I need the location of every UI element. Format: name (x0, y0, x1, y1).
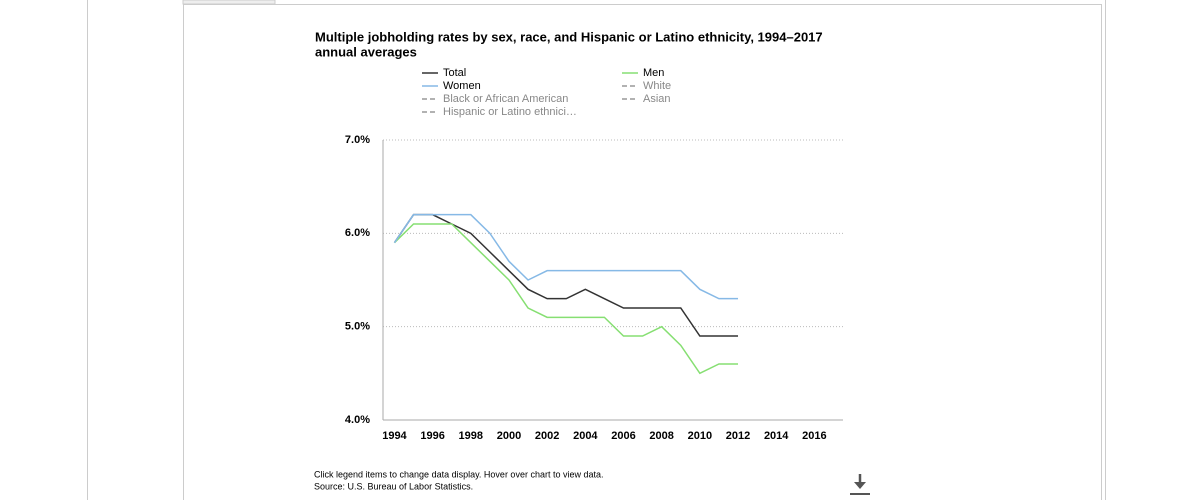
y-tick-label: 6.0% (345, 227, 370, 239)
chart-title: annual averages (315, 44, 417, 59)
x-tick-label: 2008 (649, 430, 673, 442)
note: Click legend items to change data displa… (314, 469, 603, 479)
x-tick-label: 1994 (382, 430, 407, 442)
series-line (393, 213, 739, 300)
note: Source: U.S. Bureau of Labor Statistics. (314, 481, 473, 491)
legend-label[interactable]: Asian (643, 93, 671, 105)
download-icon[interactable] (850, 474, 870, 495)
x-tick-label: 2002 (535, 430, 559, 442)
legend-label[interactable]: Men (643, 67, 664, 79)
legend-label[interactable]: White (643, 80, 671, 92)
legend-label[interactable]: Women (443, 80, 481, 92)
x-tick-label: 2012 (726, 430, 750, 442)
legend-label[interactable]: Black or African American (443, 93, 568, 105)
x-tick-label: 2004 (573, 430, 598, 442)
chart-title: Multiple jobholding rates by sex, race, … (315, 29, 823, 44)
y-tick-label: 5.0% (345, 321, 370, 333)
x-tick-label: 1996 (420, 430, 444, 442)
x-tick-label: 2006 (611, 430, 635, 442)
y-tick-label: 4.0% (345, 414, 370, 426)
legend-label[interactable]: Total (443, 67, 466, 79)
tab[interactable] (182, 0, 276, 5)
x-tick-label: 2016 (802, 430, 826, 442)
x-tick-label: 2000 (497, 430, 521, 442)
x-tick-label: 1998 (459, 430, 483, 442)
x-tick-label: 2010 (688, 430, 712, 442)
legend-label[interactable]: Hispanic or Latino ethnici… (443, 106, 577, 118)
x-tick-label: 2014 (764, 430, 789, 442)
series-line (393, 223, 739, 375)
y-tick-label: 7.0% (345, 134, 370, 146)
